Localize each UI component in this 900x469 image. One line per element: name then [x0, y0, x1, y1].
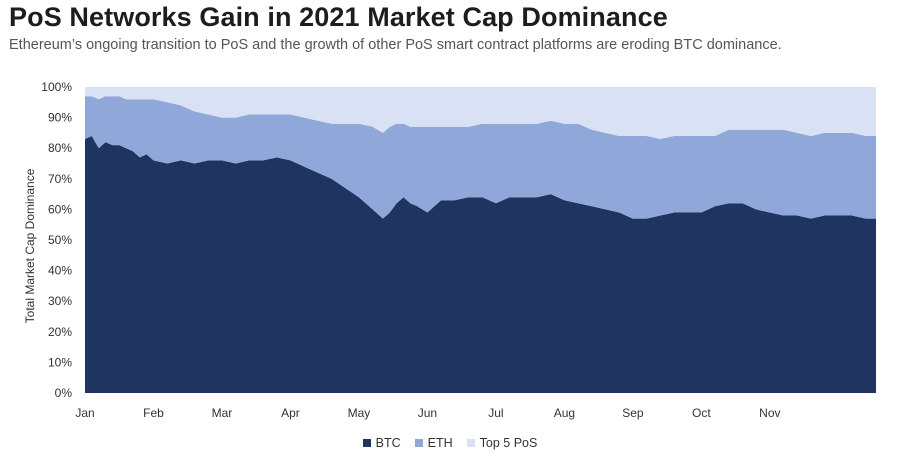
area-btc	[85, 136, 876, 393]
x-tick-label: Jan	[75, 406, 94, 420]
y-tick-label: 30%	[48, 294, 72, 308]
legend-label-top5: Top 5 PoS	[479, 436, 538, 450]
x-tick-label: Mar	[212, 406, 233, 420]
chart-title: PoS Networks Gain in 2021 Market Cap Dom…	[9, 2, 668, 32]
legend-item-eth[interactable]: ETH	[414, 436, 453, 450]
y-tick-label: 80%	[48, 141, 72, 155]
x-tick-label: Sep	[622, 406, 644, 420]
x-tick-label: Oct	[692, 406, 711, 420]
y-tick-label: 100%	[41, 80, 72, 94]
legend-swatch-top5	[466, 439, 475, 447]
x-tick-label: Aug	[554, 406, 575, 420]
legend-swatch-btc	[362, 439, 371, 447]
legend-label-btc: BTC	[375, 436, 401, 450]
y-tick-label: 90%	[48, 111, 72, 125]
x-tick-label: May	[348, 406, 371, 420]
x-tick-label: Nov	[759, 406, 780, 420]
legend-swatch-eth	[414, 439, 423, 447]
x-tick-label: Apr	[281, 406, 300, 420]
area-top-5-pos	[85, 87, 876, 139]
y-axis-label: Total Market Cap Dominance	[23, 168, 37, 323]
x-axis-ticks: Jan Feb Mar Apr May Jun Jul Aug Sep Oct Nov	[75, 406, 780, 420]
y-tick-label: 50%	[48, 233, 72, 247]
area-eth	[85, 96, 876, 219]
y-axis-ticks: 0% 10% 20% 30% 40% 50% 60% 70% 80% 90% 100%	[41, 80, 72, 400]
chart-legend: BTC ETH Top 5 PoS	[0, 436, 900, 450]
y-tick-label: 40%	[48, 264, 72, 278]
x-tick-label: Jun	[418, 406, 437, 420]
stacked-areas	[85, 87, 876, 393]
y-tick-label: 0%	[55, 386, 73, 400]
y-tick-label: 20%	[48, 325, 72, 339]
legend-label-eth: ETH	[427, 436, 453, 450]
x-tick-label: Feb	[143, 406, 164, 420]
legend-item-btc[interactable]: BTC	[362, 436, 401, 450]
y-tick-label: 70%	[48, 172, 72, 186]
y-tick-label: 10%	[48, 355, 72, 369]
x-tick-label: Jul	[488, 406, 503, 420]
y-tick-label: 60%	[48, 202, 72, 216]
chart-subtitle: Ethereum’s ongoing transition to PoS and…	[9, 37, 782, 53]
legend-item-top5[interactable]: Top 5 PoS	[466, 436, 538, 450]
